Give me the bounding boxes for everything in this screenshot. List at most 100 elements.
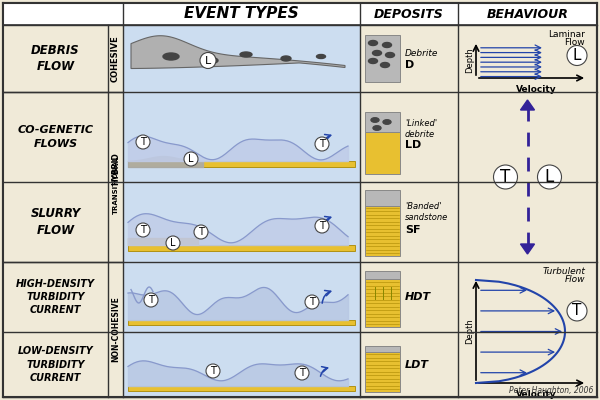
Text: T: T (198, 227, 204, 237)
Ellipse shape (371, 118, 379, 122)
Circle shape (194, 225, 208, 239)
Text: Flow: Flow (565, 275, 585, 284)
Circle shape (206, 364, 220, 378)
Circle shape (315, 137, 329, 151)
Text: L: L (170, 238, 176, 248)
Text: SLURRY
FLOW: SLURRY FLOW (31, 207, 80, 237)
Bar (128, 320, 355, 325)
Text: L: L (205, 56, 211, 66)
Bar (365, 190, 400, 206)
Ellipse shape (368, 58, 377, 64)
Text: Debrite: Debrite (405, 49, 439, 58)
Circle shape (200, 52, 216, 68)
Bar (108, 262, 123, 397)
Text: NON-COHESIVE: NON-COHESIVE (111, 296, 120, 362)
Text: 'Banded'
sandstone: 'Banded' sandstone (405, 202, 448, 222)
Ellipse shape (373, 126, 381, 130)
Bar (128, 386, 355, 391)
Circle shape (315, 219, 329, 233)
Polygon shape (521, 100, 535, 110)
Text: HDT: HDT (405, 292, 431, 302)
Text: T: T (299, 368, 305, 378)
Text: T: T (140, 225, 146, 235)
Polygon shape (131, 36, 345, 68)
Bar (3, 182, 108, 262)
Circle shape (567, 301, 587, 321)
Text: COHESIVE: COHESIVE (111, 35, 120, 82)
Bar (123, 182, 360, 262)
Text: HYBRID: HYBRID (111, 153, 120, 185)
Text: Depth: Depth (466, 48, 475, 73)
Text: LD: LD (405, 140, 421, 150)
Bar (3, 92, 108, 182)
Text: L: L (545, 168, 554, 186)
Bar (128, 245, 355, 251)
Bar (123, 92, 360, 182)
Ellipse shape (240, 52, 252, 57)
Bar (108, 25, 123, 92)
Text: T: T (319, 139, 325, 149)
Ellipse shape (317, 54, 325, 58)
Text: T: T (319, 221, 325, 231)
Bar (128, 161, 355, 167)
Circle shape (166, 236, 180, 250)
Bar (365, 346, 400, 352)
Circle shape (184, 152, 198, 166)
Ellipse shape (204, 58, 218, 64)
Ellipse shape (373, 50, 382, 56)
Bar (3, 3, 597, 25)
Text: SF: SF (405, 225, 421, 235)
Ellipse shape (163, 53, 179, 60)
Text: DEPOSITS: DEPOSITS (374, 8, 444, 20)
Text: DEBRIS
FLOW: DEBRIS FLOW (31, 44, 80, 74)
Text: T: T (210, 366, 216, 376)
Text: Laminar: Laminar (548, 30, 585, 39)
Bar (123, 332, 360, 397)
Text: LDT: LDT (405, 360, 429, 370)
Text: D: D (405, 60, 414, 70)
Circle shape (538, 165, 562, 189)
Bar (108, 92, 123, 262)
Text: TRANSITIONAL: TRANSITIONAL (113, 156, 119, 214)
Text: T: T (148, 295, 154, 305)
Ellipse shape (380, 62, 389, 68)
Bar (365, 206, 400, 256)
Text: Peter Haughton, 2006: Peter Haughton, 2006 (509, 386, 593, 395)
Circle shape (305, 295, 319, 309)
Circle shape (567, 46, 587, 66)
Ellipse shape (386, 52, 395, 58)
Bar (365, 112, 400, 132)
Circle shape (295, 366, 309, 380)
Bar (365, 271, 400, 279)
Bar (123, 262, 360, 332)
Ellipse shape (383, 42, 392, 48)
Text: Depth: Depth (466, 319, 475, 344)
Bar (3, 25, 108, 92)
Circle shape (144, 293, 158, 307)
Circle shape (493, 165, 517, 189)
Text: CO-GENETIC
FLOWS: CO-GENETIC FLOWS (17, 125, 94, 148)
Bar (365, 352, 400, 392)
Text: LOW-DENSITY
TURBIDITY
CURRENT: LOW-DENSITY TURBIDITY CURRENT (17, 346, 94, 383)
Ellipse shape (368, 40, 377, 46)
Text: Flow: Flow (565, 38, 585, 47)
Bar (365, 35, 400, 82)
Text: Velocity: Velocity (516, 85, 557, 94)
Text: EVENT TYPES: EVENT TYPES (184, 6, 299, 22)
Ellipse shape (281, 56, 291, 61)
Text: T: T (140, 137, 146, 147)
Text: L: L (188, 154, 194, 164)
Circle shape (136, 135, 150, 149)
Bar (123, 25, 360, 92)
Text: T: T (572, 304, 581, 318)
Ellipse shape (383, 120, 391, 124)
Bar (3, 332, 108, 397)
Text: HIGH-DENSITY
TURBIDITY
CURRENT: HIGH-DENSITY TURBIDITY CURRENT (16, 279, 95, 315)
Bar (365, 132, 400, 174)
Circle shape (136, 223, 150, 237)
Text: Turbulent: Turbulent (542, 267, 585, 276)
Text: Velocity: Velocity (516, 390, 557, 399)
Text: T: T (500, 168, 511, 186)
Text: T: T (309, 297, 315, 307)
Text: 'Linked'
debrite: 'Linked' debrite (405, 119, 437, 139)
